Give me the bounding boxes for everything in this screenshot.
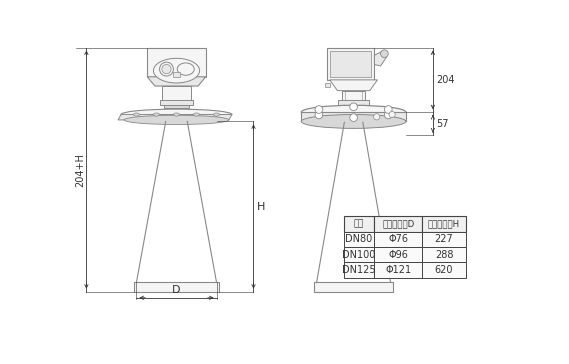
Ellipse shape	[124, 115, 229, 124]
Text: Φ121: Φ121	[385, 265, 411, 275]
Bar	[162, 86, 191, 103]
Bar	[327, 48, 374, 80]
Bar	[422, 262, 466, 278]
Ellipse shape	[174, 113, 180, 116]
Circle shape	[385, 106, 392, 113]
Text: 620: 620	[435, 265, 453, 275]
Circle shape	[381, 50, 388, 58]
Text: DN100: DN100	[343, 250, 376, 260]
Text: 法兰: 法兰	[354, 219, 364, 228]
Text: DN125: DN125	[342, 265, 376, 275]
Bar	[159, 100, 193, 104]
Circle shape	[350, 114, 357, 122]
Bar	[164, 104, 189, 108]
Text: 啦叭口高度H: 啦叭口高度H	[428, 219, 460, 228]
Circle shape	[385, 111, 392, 119]
Bar	[134, 282, 219, 292]
Text: Φ76: Φ76	[388, 234, 408, 244]
Bar	[422, 216, 466, 232]
Bar	[187, 109, 193, 112]
Ellipse shape	[213, 113, 220, 116]
Text: 57: 57	[436, 119, 448, 129]
Bar	[374, 216, 422, 232]
Text: Φ96: Φ96	[388, 250, 408, 260]
Text: 204: 204	[436, 75, 455, 85]
Bar	[345, 91, 362, 103]
Ellipse shape	[193, 113, 200, 116]
Polygon shape	[329, 80, 377, 91]
Text: 啦叭口直径D: 啦叭口直径D	[382, 219, 414, 228]
Ellipse shape	[133, 113, 139, 116]
Bar	[374, 262, 422, 278]
Polygon shape	[374, 51, 387, 66]
Text: 204+H: 204+H	[75, 153, 85, 186]
Bar	[344, 232, 374, 247]
Bar	[422, 247, 466, 262]
Polygon shape	[147, 77, 206, 86]
Bar	[166, 108, 187, 113]
Polygon shape	[301, 112, 406, 122]
Ellipse shape	[121, 109, 232, 120]
Circle shape	[159, 62, 174, 76]
Bar	[175, 103, 178, 109]
Text: H: H	[257, 202, 265, 211]
Bar	[174, 72, 180, 77]
Ellipse shape	[301, 105, 406, 119]
Bar	[163, 109, 168, 112]
Ellipse shape	[178, 63, 194, 75]
Ellipse shape	[154, 58, 200, 83]
Bar	[314, 282, 393, 292]
Bar	[344, 216, 374, 232]
Bar	[344, 262, 374, 278]
Bar	[342, 104, 365, 110]
Circle shape	[350, 103, 357, 111]
Bar	[147, 48, 206, 77]
Text: D: D	[172, 285, 181, 295]
Circle shape	[162, 64, 171, 74]
Circle shape	[389, 111, 395, 118]
Polygon shape	[118, 115, 232, 120]
Text: 227: 227	[435, 234, 453, 244]
Bar	[342, 91, 365, 103]
Text: DN80: DN80	[345, 234, 373, 244]
Ellipse shape	[154, 113, 159, 116]
Bar	[422, 232, 466, 247]
Ellipse shape	[301, 115, 406, 128]
Bar	[374, 232, 422, 247]
Bar	[374, 247, 422, 262]
Bar	[329, 51, 372, 77]
Circle shape	[315, 106, 323, 113]
Circle shape	[315, 111, 323, 119]
Bar	[351, 103, 357, 108]
Bar	[344, 247, 374, 262]
Text: 288: 288	[435, 250, 453, 260]
Circle shape	[374, 114, 380, 120]
Bar	[325, 83, 331, 87]
Bar	[338, 100, 369, 104]
